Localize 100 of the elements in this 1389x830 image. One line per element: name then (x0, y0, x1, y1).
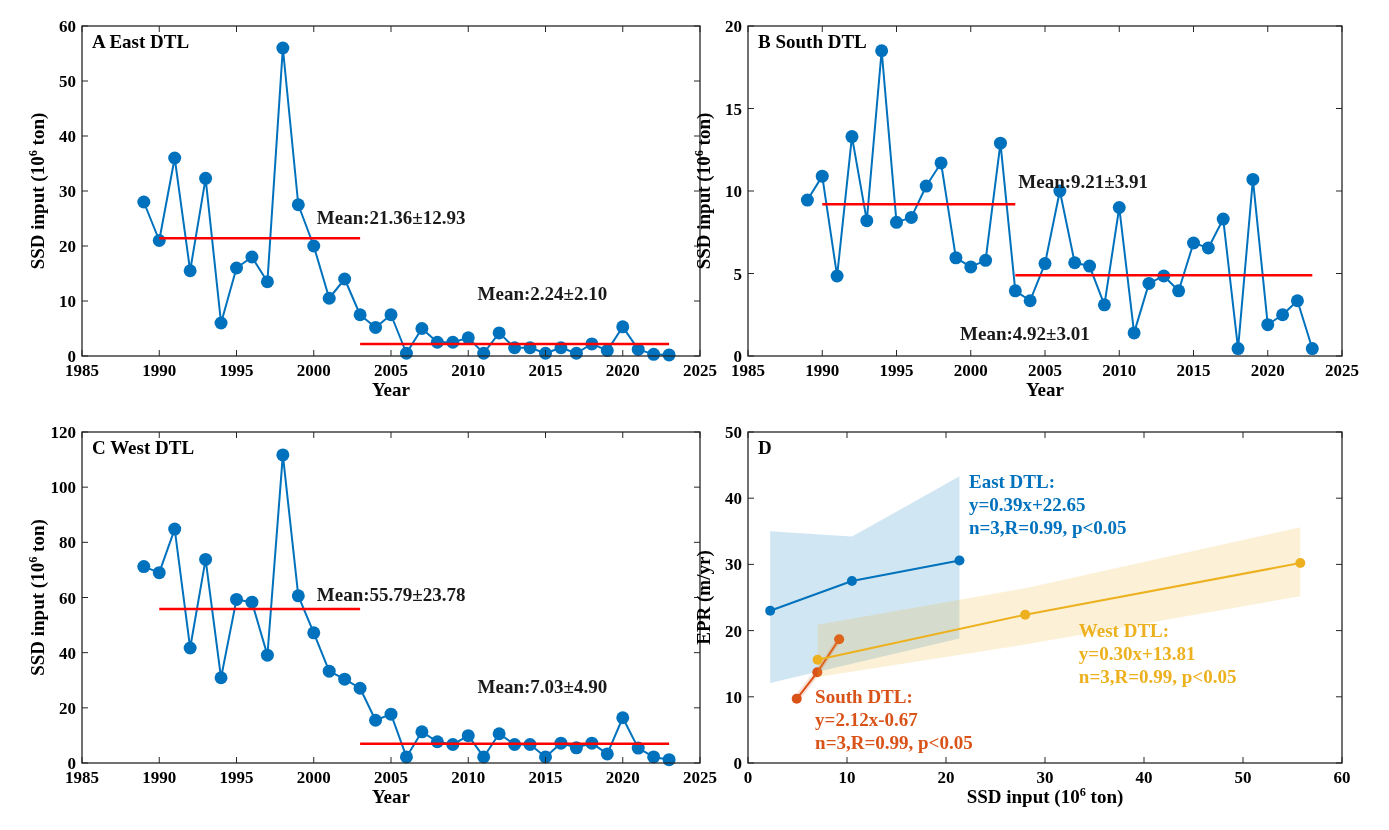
point (812, 667, 823, 678)
point (1127, 326, 1141, 340)
point (477, 750, 491, 764)
point (904, 210, 918, 224)
point (338, 672, 352, 686)
y-tick-label: 10 (725, 182, 742, 201)
point (647, 750, 661, 764)
x-tick-label: 1995 (219, 768, 254, 787)
x-axis-title: Year (1026, 379, 1065, 400)
x-tick-label: 10 (838, 768, 856, 787)
point (765, 605, 776, 616)
x-tick-label: 2005 (374, 768, 408, 787)
point (461, 331, 475, 345)
y-tick-label: 80 (59, 533, 76, 553)
point (1216, 212, 1230, 226)
point (830, 269, 844, 283)
point (954, 555, 965, 566)
y-tick-label: 10 (59, 292, 76, 311)
point (384, 308, 398, 322)
point (369, 320, 383, 334)
point (338, 272, 352, 286)
y-tick-label: 60 (59, 588, 76, 608)
x-axis-title: Year (372, 786, 411, 807)
x-tick-label: 2020 (605, 361, 640, 380)
annotation: West DTL: y=0.30x+13.81 n=3,R=0.99, p<0.05 (1078, 620, 1237, 688)
x-tick-label: 2025 (683, 361, 717, 380)
point (260, 648, 274, 662)
x-tick-label: 2005 (1028, 361, 1062, 380)
point (276, 41, 290, 55)
x-tick-label: 1995 (879, 361, 914, 380)
x-tick-label: 20 (937, 768, 955, 787)
y-tick-label: 40 (59, 127, 76, 146)
point (1187, 236, 1200, 250)
point (214, 671, 228, 685)
point (399, 750, 413, 764)
x-tick-label: 2015 (528, 361, 563, 380)
point (979, 253, 993, 267)
point (230, 261, 243, 275)
point (846, 575, 857, 586)
y-tick-label: 60 (59, 17, 76, 36)
point (353, 681, 367, 695)
point (815, 169, 829, 183)
point (791, 693, 802, 704)
point (291, 589, 305, 603)
x-tick-label: 1990 (142, 361, 177, 380)
x-tick-label: 2015 (1176, 361, 1211, 380)
y-tick-label: 100 (50, 478, 76, 498)
x-tick-label: 2020 (605, 768, 640, 787)
x-tick-label: 2025 (1325, 361, 1359, 380)
point (539, 750, 552, 764)
x-tick-label: 60 (1333, 768, 1351, 787)
annotation: Mean:7.03±4.90 (477, 676, 608, 698)
x-tick-label: 2010 (1102, 361, 1137, 380)
annotation: Mean:9.21±3.91 (1018, 170, 1148, 192)
point (1008, 284, 1022, 298)
point (369, 713, 383, 727)
x-tick-label: 2025 (683, 768, 717, 787)
point (1246, 172, 1260, 186)
x-tick-label: 2000 (953, 361, 988, 380)
point (183, 264, 197, 278)
point (600, 747, 614, 761)
point (1305, 342, 1319, 356)
y-tick-label: 120 (50, 423, 76, 442)
x-tick-label: 2020 (1250, 361, 1285, 380)
point (616, 711, 630, 725)
point (1097, 298, 1111, 312)
point (860, 214, 874, 228)
point (322, 291, 336, 305)
x-tick-label: 2015 (528, 768, 563, 787)
point (183, 641, 197, 655)
point (890, 215, 903, 229)
point (875, 44, 889, 58)
point (1083, 259, 1097, 273)
point (1023, 294, 1037, 308)
point (616, 320, 630, 334)
chart-title: D (758, 437, 772, 458)
annotation: Mean:2.24±2.10 (477, 282, 608, 304)
y-tick-label: 50 (59, 72, 76, 91)
annotation: East DTL: y=0.39x+22.65 n=3,R=0.99, p<0.05 (968, 471, 1127, 539)
x-axis-title: SSD input (10$^{6}$ ton) (966, 785, 1124, 808)
point (934, 156, 948, 170)
y-tick-label: 20 (725, 17, 742, 36)
x-tick-label: 2010 (451, 361, 486, 380)
point (834, 634, 845, 645)
y-tick-label: 15 (725, 99, 742, 119)
point (1172, 284, 1186, 298)
chart-title: B South DTL (758, 31, 867, 52)
point (322, 664, 336, 678)
point (260, 275, 274, 289)
point (1020, 609, 1031, 620)
point (919, 179, 933, 193)
point (307, 239, 321, 253)
point (415, 725, 429, 739)
point (199, 552, 213, 566)
x-tick-label: 50 (1234, 768, 1252, 787)
point (1261, 318, 1275, 332)
point (1231, 342, 1245, 356)
point (800, 193, 814, 207)
point (492, 727, 506, 741)
point (1068, 256, 1082, 270)
